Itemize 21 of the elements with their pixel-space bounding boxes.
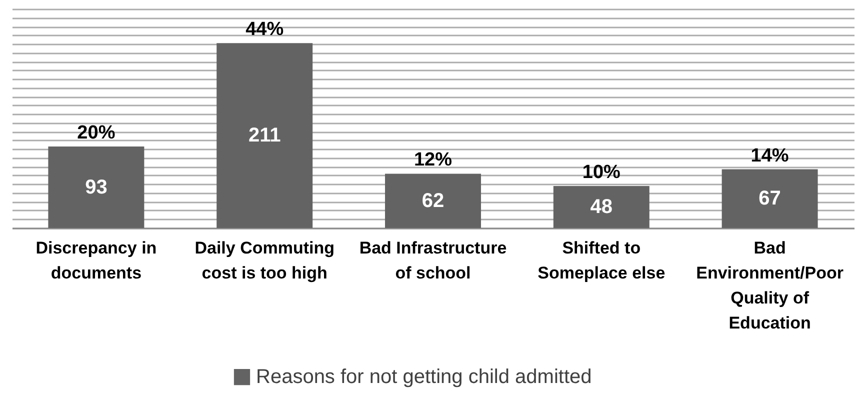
annotation: 12% xyxy=(414,150,452,171)
bar xyxy=(48,146,144,228)
data-label: 62 xyxy=(422,190,444,212)
annotation: 14% xyxy=(750,145,789,166)
annotation: 10% xyxy=(582,162,621,183)
legend-label: Reasons for not getting child admitted xyxy=(256,366,592,388)
bar xyxy=(553,186,650,228)
x-tick-label: Daily Commuting cost is too high xyxy=(194,238,334,282)
x-tick-label: Bad Infrastructure of school xyxy=(359,238,507,282)
x-tick-label: Bad Environment/Poor Quality of Education xyxy=(696,238,844,332)
data-label: 67 xyxy=(758,188,781,210)
x-tick-label: Discrepancy in documents xyxy=(36,238,157,282)
bar xyxy=(722,169,818,228)
data-label: 211 xyxy=(248,124,281,147)
x-tick-label: Shifted to Someplace else xyxy=(538,238,666,282)
bar xyxy=(216,43,313,228)
annotation: 44% xyxy=(246,19,284,40)
data-label: 93 xyxy=(85,176,108,198)
bar xyxy=(385,174,481,228)
annotation: 20% xyxy=(77,122,116,144)
data-label: 48 xyxy=(590,196,613,218)
